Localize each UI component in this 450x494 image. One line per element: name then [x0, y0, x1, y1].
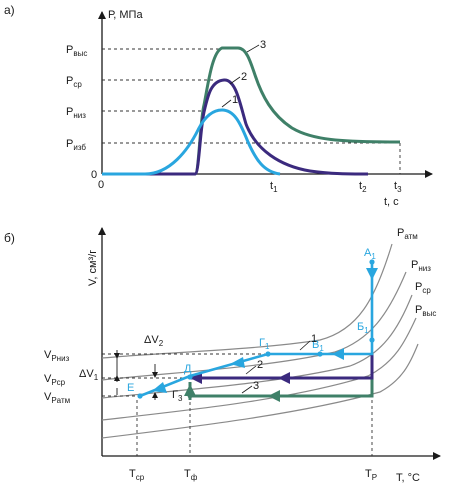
path-2-label: 2: [257, 359, 263, 371]
label-v-patm: VPатм: [44, 391, 70, 405]
tick-t2: t2: [359, 180, 367, 194]
panel-b-y-axis-label: V, см³/г: [87, 250, 99, 286]
point-g3-label: Г3: [172, 389, 183, 403]
panel-a-origin-x: 0: [98, 179, 104, 191]
label-v-psr: VPср: [44, 373, 66, 387]
label-delta-v1: ΔV1: [79, 368, 99, 382]
delta-v-markers: [114, 350, 158, 400]
isobar-low: [101, 271, 407, 381]
panel-a-label: а): [4, 3, 15, 17]
label-isobar-high: Рвыс: [415, 304, 436, 318]
curve-1-label: 1: [232, 94, 238, 106]
label-p-excess: Ризб: [66, 138, 86, 152]
curve-2: [102, 78, 369, 176]
panel-b: б) V, см³/г Т, °С Ратм Рниз Рср Рвыс: [4, 227, 441, 484]
point-g1-label: Г1: [259, 337, 270, 351]
isobar-atm: [101, 243, 393, 359]
tick-t-sr: Тср: [129, 468, 145, 482]
panel-b-label: б): [4, 231, 15, 245]
curve-1: [102, 108, 281, 176]
label-isobar-atm: Ратм: [397, 227, 418, 241]
panel-a-x-axis-label: t, с: [384, 196, 399, 208]
points: [137, 259, 375, 399]
process-path-1: [139, 262, 378, 398]
panel-a-origin-y: 0: [91, 169, 97, 181]
point-e-label: Е: [127, 382, 134, 394]
label-p-mid: Рср: [66, 75, 82, 89]
point-a1-label: А1: [364, 247, 376, 261]
label-v-pniz: VPниз: [44, 349, 70, 363]
panel-b-guides: [102, 262, 373, 456]
tick-t-f: Тф: [184, 468, 198, 482]
isobar-extra: [101, 343, 419, 439]
label-p-high: Рвыс: [66, 44, 87, 58]
isobar-high: [101, 317, 417, 421]
curve-2-label: 2: [241, 71, 247, 83]
curve-3-label: 3: [260, 39, 266, 51]
panel-a-guides: [102, 48, 401, 174]
path-1-label: 1: [311, 333, 317, 345]
tick-t3: t3: [394, 180, 402, 194]
label-delta-v2: ΔV2: [144, 334, 164, 348]
panel-a: а) Р, МПа t, с 0 0 Рвыс Рср Рниз Ризб 3 …: [4, 3, 433, 208]
process-path-2: [190, 354, 374, 384]
path-3-label: 3: [253, 380, 259, 392]
tick-t1: t1: [270, 180, 278, 194]
label-isobar-mid: Рср: [415, 281, 431, 295]
isobars: [101, 243, 419, 439]
label-isobar-low: Рниз: [411, 259, 431, 273]
label-p-low: Рниз: [66, 106, 86, 120]
panel-a-y-axis-label: Р, МПа: [108, 9, 143, 21]
tick-t-r: ТР: [365, 468, 377, 482]
point-d-label: Д: [184, 363, 192, 375]
point-v1-label: В1: [312, 339, 324, 353]
point-b1-label: Б1: [357, 321, 369, 335]
panel-b-x-axis-label: Т, °С: [396, 472, 420, 484]
